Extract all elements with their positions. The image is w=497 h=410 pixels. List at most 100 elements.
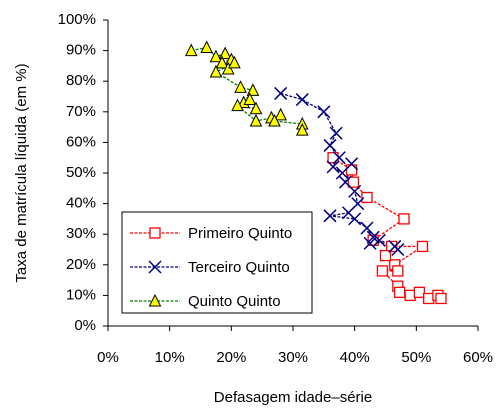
data-point	[379, 249, 392, 262]
data-point	[394, 286, 406, 298]
data-point	[348, 212, 362, 226]
marker-shape	[345, 157, 359, 171]
data-point	[372, 233, 386, 247]
data-point	[323, 138, 337, 152]
x-axis-title: Defasagem idade–série	[214, 389, 372, 406]
legend-marker	[148, 293, 162, 307]
data-point	[249, 113, 263, 127]
y-tick-label: 0%	[74, 317, 96, 334]
data-point	[209, 49, 223, 63]
data-point	[326, 160, 340, 174]
data-point	[423, 292, 435, 305]
data-point	[274, 107, 287, 121]
data-point	[274, 86, 288, 100]
data-point	[347, 176, 360, 188]
marker-shape	[348, 184, 362, 198]
data-point	[363, 236, 377, 250]
marker-shape	[249, 113, 263, 127]
legend-marker	[148, 260, 162, 274]
marker-shape	[274, 107, 287, 121]
marker-shape	[148, 260, 162, 274]
data-point	[345, 164, 358, 176]
y-tick-label: 20%	[66, 256, 96, 273]
data-point	[435, 292, 447, 305]
data-point	[416, 240, 429, 253]
data-point	[218, 46, 232, 60]
marker-shape	[394, 286, 406, 298]
marker-shape	[295, 123, 309, 136]
marker-shape	[363, 236, 377, 250]
y-tick-label: 100%	[58, 11, 96, 28]
x-tick-label: 30%	[278, 349, 308, 366]
data-point	[386, 240, 398, 253]
marker-shape	[295, 93, 309, 107]
data-point	[228, 55, 241, 69]
data-point	[398, 213, 410, 225]
data-point	[295, 93, 309, 107]
marker-shape	[423, 292, 435, 305]
data-point	[221, 61, 235, 75]
marker-shape	[184, 43, 198, 57]
data-point	[348, 184, 362, 198]
y-tick-label: 50%	[66, 164, 96, 181]
y-tick-label: 90%	[66, 42, 96, 59]
marker-shape	[209, 49, 223, 63]
marker-shape	[329, 126, 343, 140]
x-tick-label: 60%	[463, 349, 493, 366]
marker-shape	[416, 240, 429, 253]
data-point	[243, 92, 257, 106]
marker-shape	[386, 240, 398, 253]
data-point	[200, 40, 213, 54]
x-tick-label: 10%	[155, 349, 185, 366]
legend-marker	[149, 227, 161, 239]
marker-shape	[338, 175, 352, 189]
data-point	[361, 191, 373, 204]
marker-shape	[347, 176, 360, 188]
data-point	[391, 242, 405, 257]
marker-shape	[231, 98, 244, 112]
data-point	[329, 126, 343, 140]
marker-shape	[323, 138, 337, 152]
marker-shape	[209, 64, 223, 78]
marker-shape	[246, 83, 260, 96]
marker-shape	[392, 265, 404, 277]
marker-shape	[361, 191, 373, 204]
marker-shape	[379, 249, 392, 262]
marker-shape	[360, 221, 374, 235]
x-tick-label: 50%	[401, 349, 431, 366]
marker-shape	[327, 152, 339, 164]
legend-label: Quinto Quinto	[188, 293, 281, 310]
data-point	[360, 221, 374, 235]
marker-shape	[332, 151, 346, 165]
y-tick-label: 40%	[66, 195, 96, 212]
marker-shape	[435, 292, 447, 305]
marker-shape	[228, 55, 241, 69]
data-point	[392, 265, 404, 277]
data-point	[246, 83, 260, 96]
marker-shape	[317, 105, 331, 119]
legend-label: Primeiro Quinto	[188, 225, 292, 242]
marker-shape	[366, 230, 380, 244]
marker-shape	[391, 242, 405, 257]
data-point	[215, 55, 229, 69]
marker-shape	[249, 101, 263, 115]
marker-shape	[404, 289, 416, 302]
data-point	[184, 43, 198, 57]
data-point	[413, 286, 426, 298]
data-point	[231, 98, 244, 112]
marker-shape	[200, 40, 213, 54]
marker-shape	[148, 293, 162, 307]
data-point	[345, 157, 359, 171]
data-point	[332, 151, 346, 165]
y-tick-label: 60%	[66, 133, 96, 150]
marker-shape	[218, 46, 232, 60]
data-point	[317, 105, 331, 119]
data-point	[234, 80, 247, 93]
marker-shape	[372, 233, 386, 247]
marker-shape	[268, 113, 281, 127]
data-point	[404, 289, 416, 302]
marker-shape	[149, 227, 161, 239]
legend-label: Terceiro Quinto	[188, 259, 290, 276]
y-tick-label: 30%	[66, 225, 96, 242]
